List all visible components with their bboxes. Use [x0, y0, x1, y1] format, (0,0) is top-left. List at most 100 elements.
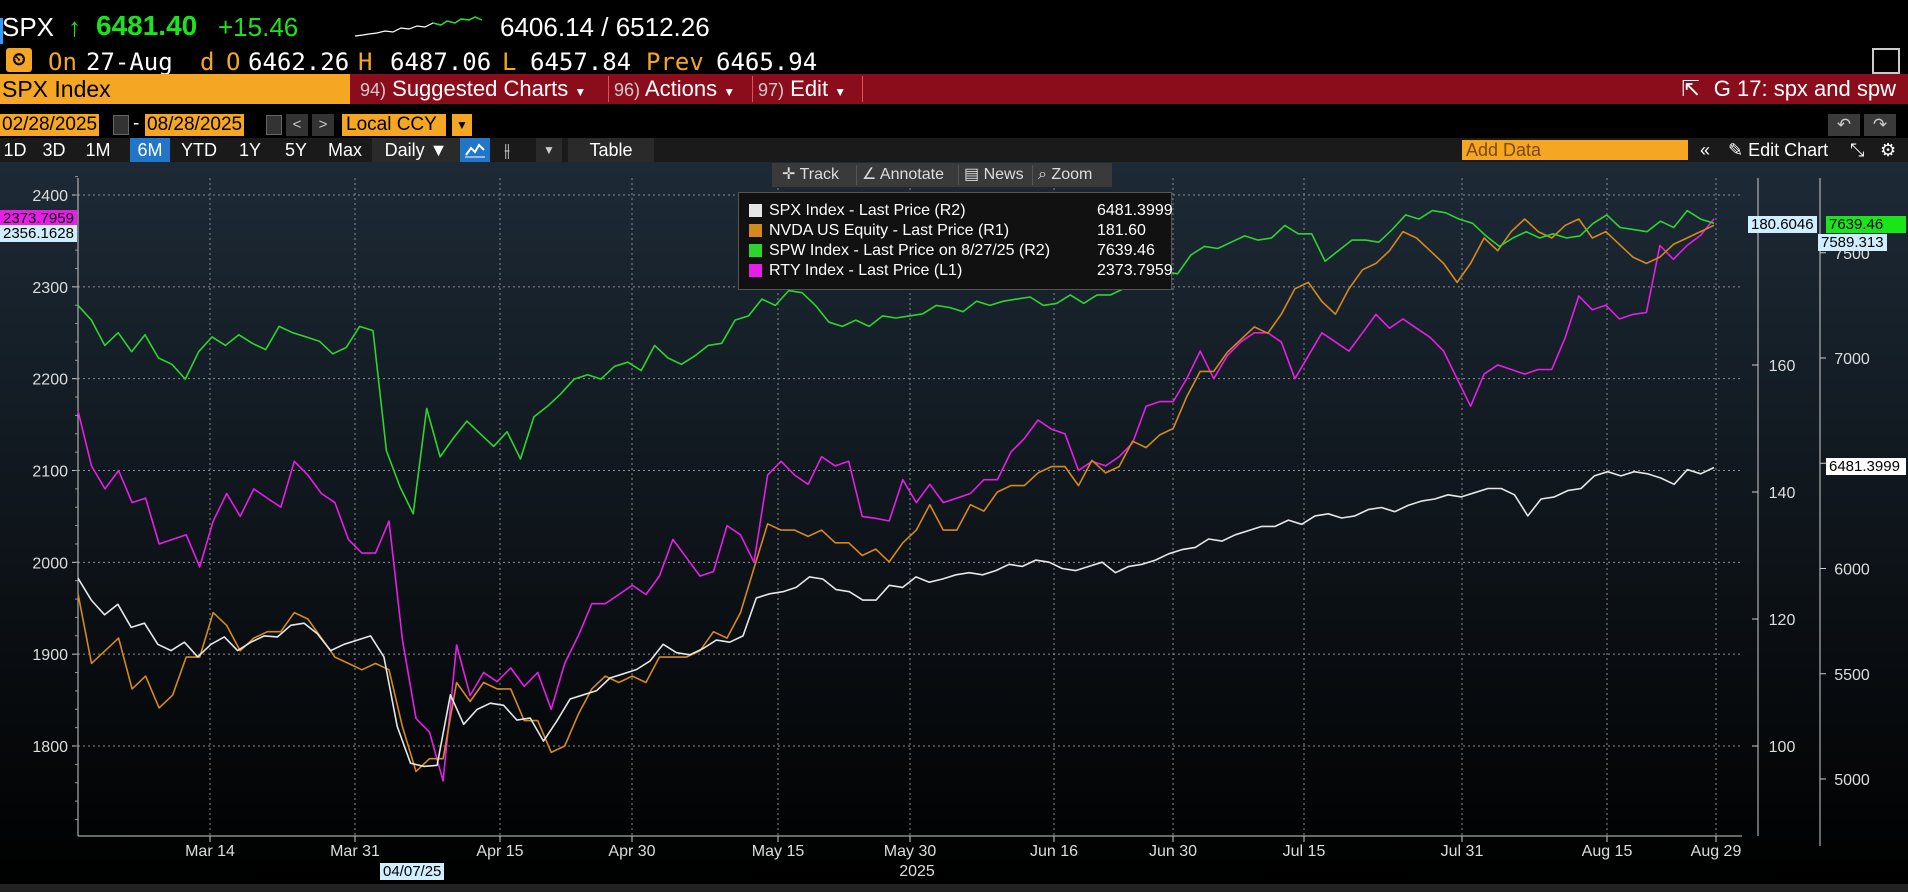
- on-label: On: [48, 48, 77, 76]
- gauge-icon[interactable]: ⏲: [6, 48, 32, 72]
- period-1d[interactable]: 1D: [3, 140, 27, 160]
- frequency-select[interactable]: Daily ▼: [372, 138, 460, 162]
- edit-menu[interactable]: 97) Edit ▼: [758, 74, 846, 104]
- x-tick-label: May 15: [752, 843, 805, 860]
- actions-menu[interactable]: 96) Actions ▼: [614, 74, 735, 104]
- chart-toolbar: [772, 163, 1112, 187]
- ticker-symbol: SPX: [2, 12, 55, 42]
- r2-tick-label: 5500: [1834, 667, 1870, 684]
- r2-tick-label: 7000: [1834, 351, 1870, 368]
- suggested-charts-menu[interactable]: 94) Suggested Charts ▼: [360, 74, 586, 104]
- legend-value: 181.60: [1097, 222, 1146, 239]
- news-label: News: [983, 166, 1024, 183]
- zoom-button[interactable]: ⌕ Zoom: [1038, 163, 1092, 187]
- chevron-down-icon[interactable]: ▼: [536, 138, 562, 162]
- chart-settings-icon[interactable]: ⤡: [1850, 140, 1865, 160]
- graph-name[interactable]: ⇱ G 17: spx and spw: [1681, 74, 1896, 104]
- r1-tick-label: 140: [1769, 485, 1796, 502]
- bar-chart-icon[interactable]: ⫲: [504, 140, 510, 160]
- left-tick-label: 1900: [32, 647, 68, 664]
- end-date-field[interactable]: 08/28/2025: [145, 114, 245, 136]
- series-line-r2: [77, 209, 1715, 515]
- next-period-icon[interactable]: >: [312, 114, 334, 136]
- high-value: 6487.06: [390, 48, 492, 76]
- news-button[interactable]: ▤ News: [964, 163, 1024, 187]
- last-price: 6481.40: [96, 10, 198, 41]
- edit-num: 97): [758, 80, 785, 100]
- annotate-button[interactable]: ∠ Annotate: [862, 163, 944, 187]
- chart-legend[interactable]: SPX Index - Last Price (R2) 6481.3999 NVDA…: [738, 192, 1173, 290]
- series-line-r2: [77, 466, 1715, 768]
- r2-tick-label: 6000: [1834, 562, 1870, 579]
- legend-swatch: [749, 204, 762, 217]
- up-arrow-icon: ↑: [68, 12, 81, 42]
- security-field[interactable]: SPX Index: [0, 74, 350, 104]
- year-label: 2025: [899, 863, 935, 880]
- period-1y[interactable]: 1Y: [238, 140, 262, 160]
- quote-date: 27-Aug: [86, 48, 173, 76]
- spw-alt-tag: 7589.313: [1818, 234, 1887, 251]
- footer-bar: [0, 884, 1908, 892]
- x-tick-label: Jul 15: [1283, 843, 1326, 860]
- popout-icon[interactable]: ⇱: [1681, 76, 1700, 101]
- r1-tick-label: 120: [1769, 612, 1796, 629]
- period-1m[interactable]: 1M: [85, 140, 111, 160]
- spw-price-tag: 7639.46: [1826, 216, 1906, 233]
- left-tick-label: 2400: [32, 188, 68, 205]
- period-max[interactable]: Max: [327, 140, 362, 160]
- actions-num: 96): [614, 80, 641, 100]
- calendar-icon[interactable]: [266, 115, 282, 135]
- net-change: +15.46: [218, 12, 299, 42]
- rty-price-tag: 2373.7959: [0, 210, 77, 227]
- x-tick-label: Aug 29: [1691, 843, 1742, 860]
- collapse-icon[interactable]: «: [1700, 140, 1711, 160]
- expand-window-icon[interactable]: [1872, 48, 1900, 74]
- chevron-down-icon[interactable]: ▼: [452, 114, 472, 136]
- pencil-icon: ✎: [1728, 140, 1744, 160]
- left-tick-label: 1800: [32, 739, 68, 756]
- zoom-label: Zoom: [1051, 166, 1093, 183]
- x-tick-label: Apr 30: [608, 843, 655, 860]
- currency-select[interactable]: Local CCY: [342, 114, 446, 136]
- left-tick-label: 2000: [32, 555, 68, 572]
- edit-label: Edit: [790, 76, 829, 101]
- redo-icon[interactable]: ↷: [1864, 114, 1896, 136]
- menu-divider: [608, 76, 609, 102]
- legend-value: 7639.46: [1097, 242, 1155, 259]
- open-label: O: [226, 48, 241, 76]
- news-icon: ▤: [964, 166, 980, 183]
- edit-chart-label: Edit Chart: [1748, 140, 1829, 160]
- axes: [72, 176, 1826, 846]
- period-6m[interactable]: 6M: [130, 138, 170, 162]
- start-date-field[interactable]: 02/28/2025: [0, 114, 100, 136]
- period-5y[interactable]: 5Y: [284, 140, 308, 160]
- left-tick-label: 2200: [32, 372, 68, 389]
- magnifier-icon: ⌕: [1038, 166, 1047, 183]
- period-ytd[interactable]: YTD: [181, 140, 217, 160]
- chevron-down-icon: ▼: [574, 85, 587, 99]
- left-tick-label: 2100: [32, 464, 68, 481]
- track-button[interactable]: ✛ Track: [782, 163, 839, 187]
- annotate-label: Annotate: [879, 166, 944, 183]
- undo-icon[interactable]: ↶: [1828, 114, 1860, 136]
- x-tick-label: Aug 15: [1582, 843, 1633, 860]
- x-tick-label: Mar 14: [185, 843, 235, 860]
- chevron-down-icon: ▼: [834, 85, 847, 99]
- gear-icon[interactable]: ⚙: [1880, 140, 1897, 160]
- prev-value: 6465.94: [716, 48, 818, 76]
- crosshair-icon: ✛: [782, 166, 796, 183]
- add-data-input[interactable]: Add Data: [1462, 140, 1688, 160]
- nvda-price-tag: 180.6046: [1748, 216, 1817, 233]
- high-label: H: [358, 48, 373, 76]
- table-button[interactable]: Table: [568, 138, 654, 162]
- legend-name: NVDA US Equity - Last Price (R1): [769, 222, 1010, 239]
- period-3d[interactable]: 3D: [42, 140, 66, 160]
- line-chart-icon[interactable]: [460, 138, 490, 162]
- edit-chart-button[interactable]: ✎ Edit Chart: [1728, 138, 1828, 162]
- prev-label: Prev: [646, 48, 704, 76]
- prev-period-icon[interactable]: <: [286, 114, 308, 136]
- legend-name: SPX Index - Last Price (R2): [769, 202, 966, 219]
- calendar-icon[interactable]: [113, 115, 129, 135]
- spx-price-tag: 6481.3999: [1826, 458, 1906, 475]
- range-sep: /: [601, 12, 609, 42]
